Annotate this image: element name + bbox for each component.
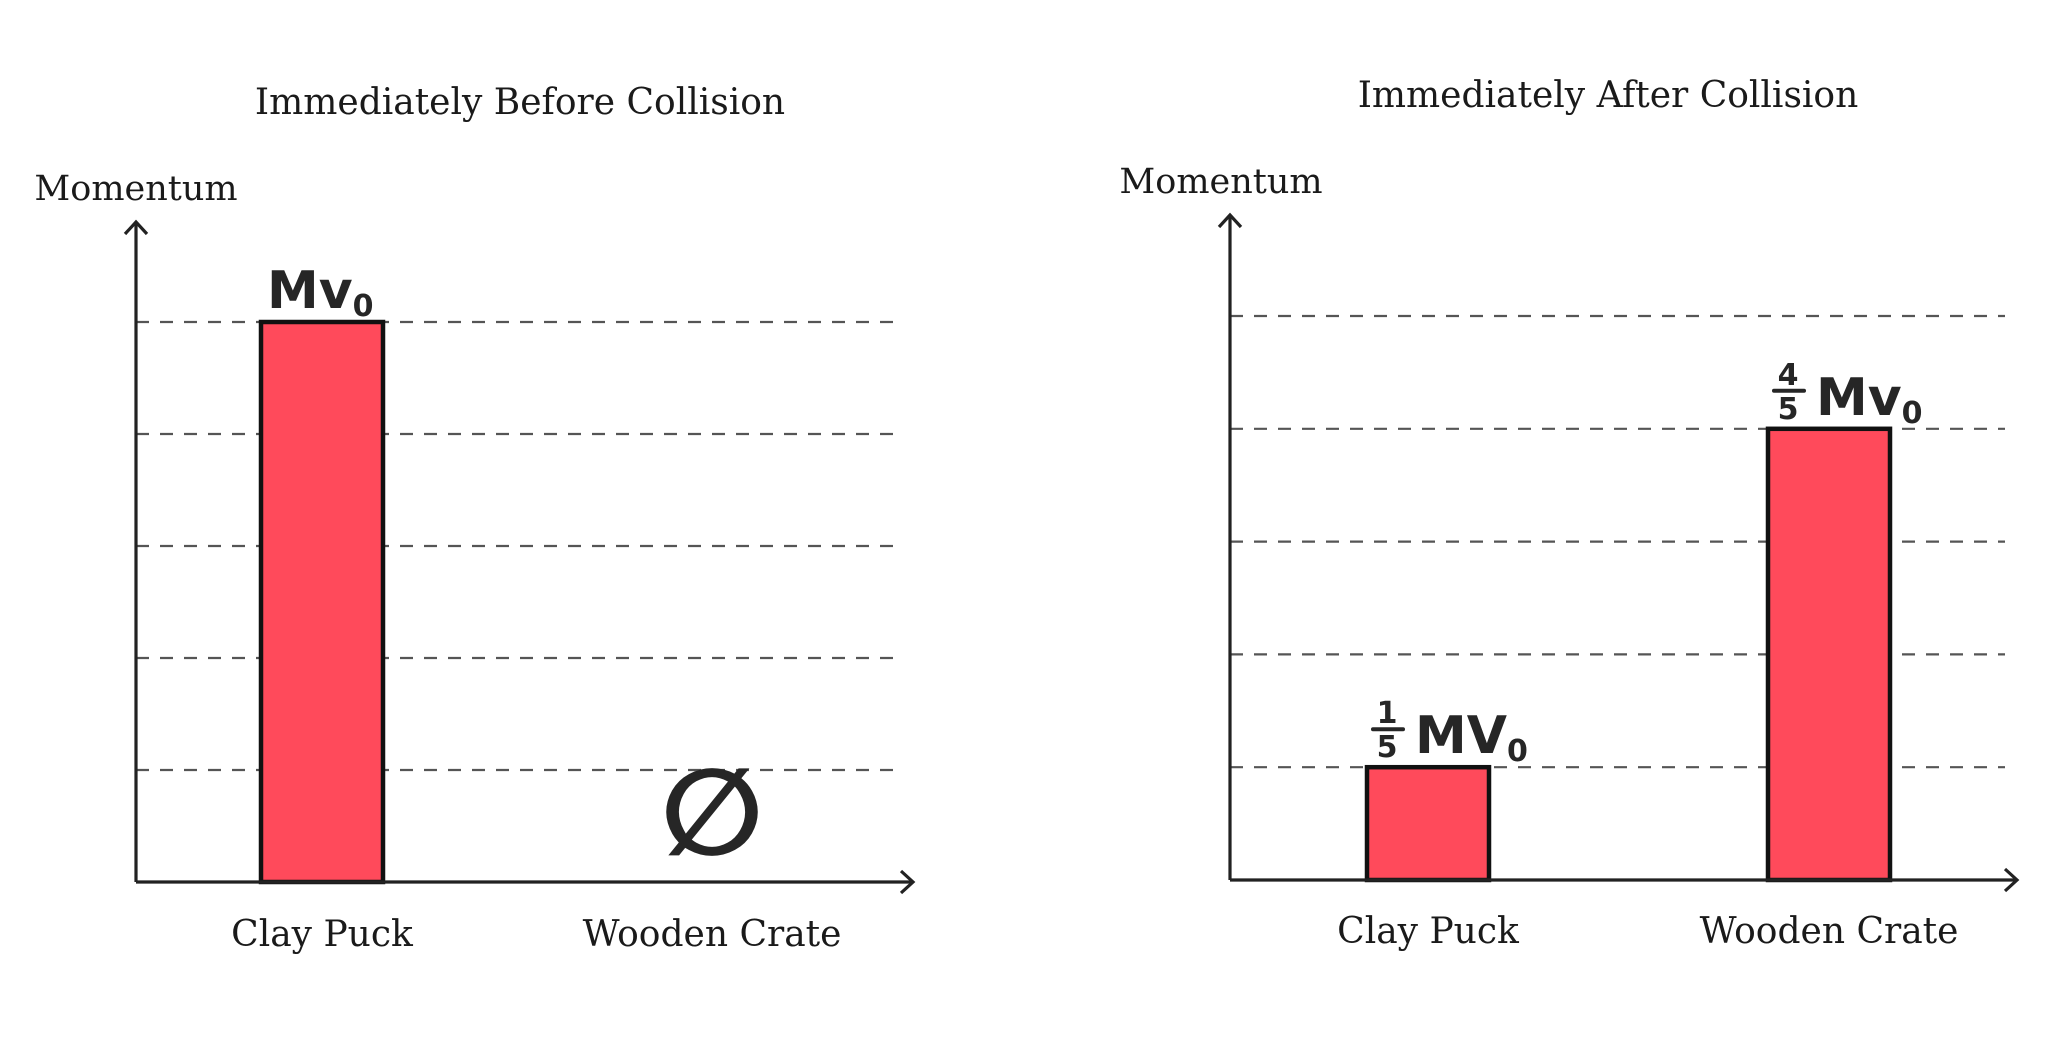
- bars: [1364, 426, 1893, 883]
- bar: [258, 319, 386, 885]
- y-axis-arrow-icon: [123, 219, 149, 236]
- value-label: 15 MV0: [1371, 696, 1528, 769]
- grid-lines: [136, 320, 901, 772]
- value-label-subscript: 0: [1507, 734, 1528, 769]
- value-label-text: MV0: [1415, 706, 1528, 769]
- bar: [1364, 764, 1492, 883]
- y-axis-arrow-icon: [1217, 212, 1243, 229]
- value-label-text: ∅: [661, 744, 764, 883]
- fraction-denominator: 5: [1778, 392, 1799, 427]
- value-label-text: Mv0: [1816, 368, 1923, 431]
- bar: [1765, 426, 1893, 883]
- x-tick-label: Wooden Crate: [583, 914, 842, 955]
- value-label: ∅: [661, 744, 764, 883]
- axes: [1217, 212, 2020, 893]
- x-tick-label: Clay Puck: [231, 914, 414, 955]
- chart-after-collision: Immediately After Collision Momentum 15 M…: [1119, 75, 2020, 952]
- fraction-numerator: 4: [1778, 358, 1799, 393]
- value-label: 45 Mv0: [1772, 358, 1923, 431]
- fraction-denominator: 5: [1377, 730, 1398, 765]
- axes: [123, 219, 916, 895]
- value-labels: Mv0 ∅: [267, 261, 763, 883]
- value-label: Mv0: [267, 261, 374, 324]
- chart-title: Immediately Before Collision: [255, 82, 785, 123]
- x-axis-arrow-icon: [2003, 867, 2020, 893]
- value-label-text: Mv0: [267, 261, 374, 324]
- fraction-numerator: 1: [1377, 696, 1398, 731]
- y-axis-label: Momentum: [1119, 162, 1322, 202]
- y-axis-label: Momentum: [34, 169, 237, 209]
- x-tick-label: Wooden Crate: [1700, 911, 1959, 952]
- x-axis-arrow-icon: [899, 869, 916, 895]
- x-tick-label: Clay Puck: [1337, 911, 1520, 952]
- bars: [258, 319, 386, 885]
- chart-title: Immediately After Collision: [1358, 75, 1859, 116]
- value-label-subscript: 0: [353, 289, 374, 324]
- chart-before-collision: Immediately Before Collision Momentum Mv…: [34, 82, 916, 955]
- grid-lines: [1230, 314, 2005, 769]
- value-label-subscript: 0: [1902, 396, 1923, 431]
